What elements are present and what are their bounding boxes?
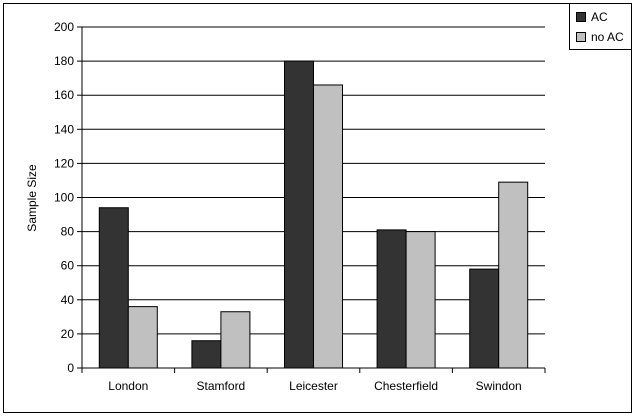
x-tick-label: London: [108, 379, 148, 393]
bar-ac-chesterfield: [376, 229, 407, 369]
y-tick-label: 120: [54, 156, 74, 170]
x-tick-label: Leicester: [289, 379, 338, 393]
legend-label-no-ac: no AC: [591, 30, 624, 44]
bar-ac-london: [98, 207, 129, 369]
y-tick-label: 100: [54, 191, 74, 205]
legend-label-ac: AC: [591, 10, 608, 24]
bar-no-ac-stamford: [220, 311, 251, 369]
y-tick-label: 200: [54, 20, 74, 34]
y-tick-label: 0: [67, 361, 74, 375]
x-tick-label: Stamford: [197, 379, 246, 393]
y-tick-label: 80: [61, 225, 75, 239]
axes: 0 20 40 60 80 100 120 140 160 180 200 London Stamfor…: [54, 20, 546, 393]
legend: AC no AC: [569, 3, 632, 50]
bar-no-ac-leicester: [313, 84, 343, 369]
bar-no-ac-swindon: [498, 181, 529, 369]
bar-ac-stamford: [191, 340, 222, 369]
legend-item-no-ac: no AC: [576, 29, 624, 45]
bar-no-ac-london: [127, 306, 158, 369]
y-tick-label: 40: [61, 293, 75, 307]
bars: [98, 60, 529, 369]
y-tick-label: 60: [61, 259, 75, 273]
legend-swatch-no-ac: [576, 32, 586, 42]
y-tick-label: 180: [54, 54, 74, 68]
bar-ac-leicester: [284, 60, 314, 369]
bar-ac-swindon: [469, 268, 500, 369]
x-tick-label: Swindon: [476, 379, 522, 393]
bar-no-ac-chesterfield: [405, 231, 436, 369]
y-tick-label: 140: [54, 122, 74, 136]
y-tick-label: 160: [54, 88, 74, 102]
legend-item-ac: AC: [576, 9, 608, 25]
y-axis-label: Sample Size: [25, 164, 39, 232]
y-tick-label: 20: [61, 327, 75, 341]
legend-swatch-ac: [576, 12, 586, 22]
x-tick-label: Chesterfield: [374, 379, 438, 393]
